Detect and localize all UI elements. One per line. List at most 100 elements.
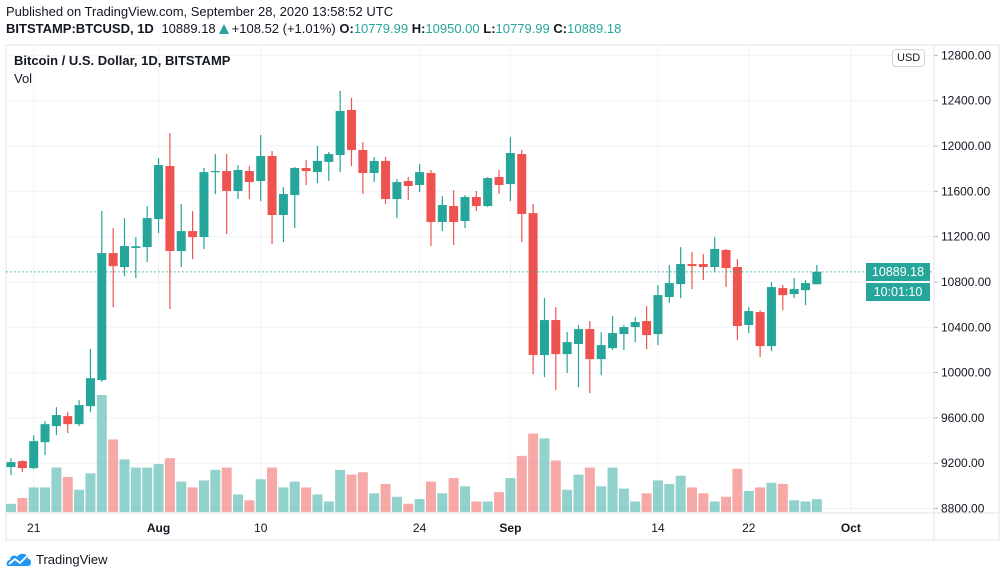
volume-bar [494, 492, 505, 512]
y-tick-label: 10400.00 [941, 320, 991, 334]
x-tick-label: 10 [254, 521, 268, 535]
candle-body [29, 441, 39, 469]
candle-body [471, 196, 481, 207]
volume-bar [641, 493, 652, 512]
volume-bar [96, 395, 107, 512]
low-value: 10779.99 [495, 21, 550, 36]
candle-body [562, 342, 572, 355]
volume-bar [562, 489, 573, 512]
candle-body [74, 405, 84, 425]
y-tick-label: 12000.00 [941, 139, 991, 153]
volume-bar [460, 486, 470, 512]
candle-body [710, 248, 720, 268]
candle-body [17, 461, 27, 469]
candle-body [460, 196, 470, 222]
candle-body [324, 154, 334, 162]
volume-legend: Vol [14, 71, 33, 86]
volume-bar [425, 481, 436, 512]
candle-body [596, 345, 606, 360]
volume-bar [233, 494, 243, 512]
symbol-label[interactable]: BITSTAMP:BTCUSD, 1D [6, 21, 154, 36]
volume-bar [505, 478, 516, 512]
volume-bar [301, 487, 312, 512]
tradingview-brand[interactable]: TradingView [6, 551, 108, 567]
candle-body [664, 283, 674, 298]
candle-body [574, 329, 583, 345]
volume-bar [198, 480, 209, 512]
y-tick-label: 9200.00 [941, 456, 985, 470]
candle-body [732, 267, 742, 327]
candle-body [51, 415, 61, 427]
open-value: 10779.99 [353, 21, 409, 36]
candle-body [358, 149, 368, 173]
candle-body [778, 288, 788, 296]
x-tick-label: Aug [147, 521, 170, 535]
volume-bar [85, 473, 96, 512]
candle-body [131, 246, 141, 248]
volume-bar [323, 501, 334, 512]
x-tick-label: Oct [841, 521, 861, 535]
volume-bar [811, 499, 822, 512]
candle-body [85, 378, 95, 407]
y-tick-label: 12400.00 [941, 94, 991, 108]
volume-bar [267, 467, 278, 512]
volume-bar [664, 483, 675, 512]
volume-bar [721, 496, 732, 512]
candle-body [437, 205, 447, 223]
volume-bar [289, 481, 300, 512]
volume-bar [187, 487, 198, 512]
y-tick-label: 11200.00 [941, 230, 990, 244]
volume-bar [119, 459, 130, 512]
candle-body [426, 172, 436, 223]
legend-title: Bitcoin / U.S. Dollar, 1D, BITSTAMP [14, 53, 231, 68]
volume-bar [391, 496, 402, 512]
brand-name: TradingView [36, 551, 108, 567]
candle-body [154, 165, 164, 220]
volume-bar [777, 483, 788, 512]
last-price-label: 10889.18 [866, 262, 930, 281]
volume-bar [51, 467, 62, 512]
volume-bar [482, 501, 493, 512]
candle-body [244, 171, 254, 183]
volume-bar [448, 478, 459, 512]
currency-button[interactable]: USD [892, 49, 926, 67]
candle-body [494, 177, 504, 185]
candle-body [176, 231, 186, 252]
candle-body [108, 253, 118, 267]
candle-body [278, 194, 288, 215]
volume-bar [142, 467, 153, 512]
chart-legend: Bitcoin / U.S. Dollar, 1D, BITSTAMP Vol [14, 53, 230, 86]
volume-bar [210, 469, 221, 512]
candle-body [403, 181, 413, 186]
volume-bar [40, 487, 51, 512]
candle-body [120, 246, 129, 268]
candle-body [789, 289, 799, 295]
volume-bar [108, 439, 119, 512]
volume-bar [164, 458, 175, 512]
x-tick-label: 22 [742, 521, 756, 535]
x-tick-label: 21 [27, 521, 41, 535]
volume-bar [414, 499, 425, 512]
candle-body [392, 182, 402, 200]
candle-body [381, 160, 391, 200]
volume-bar [743, 490, 754, 512]
candle-body [449, 206, 459, 223]
candle-body [528, 213, 538, 356]
volume-bar [607, 467, 618, 512]
candle-body [415, 172, 425, 185]
candle-body [687, 264, 697, 267]
bar-countdown-label: 10:01:10 [866, 282, 930, 301]
candle-body [256, 155, 266, 182]
volume-bar [687, 487, 697, 512]
volume-bar [698, 493, 709, 512]
volume-bar [74, 489, 85, 512]
volume-bar [17, 497, 28, 512]
close-label: C: [553, 21, 568, 36]
candle-body [721, 250, 731, 269]
x-tick-label: 14 [651, 521, 665, 535]
candle-body [630, 322, 640, 328]
high-value: 10950.00 [425, 21, 480, 36]
volume-bar [800, 501, 811, 512]
x-tick-label: 24 [413, 521, 427, 535]
